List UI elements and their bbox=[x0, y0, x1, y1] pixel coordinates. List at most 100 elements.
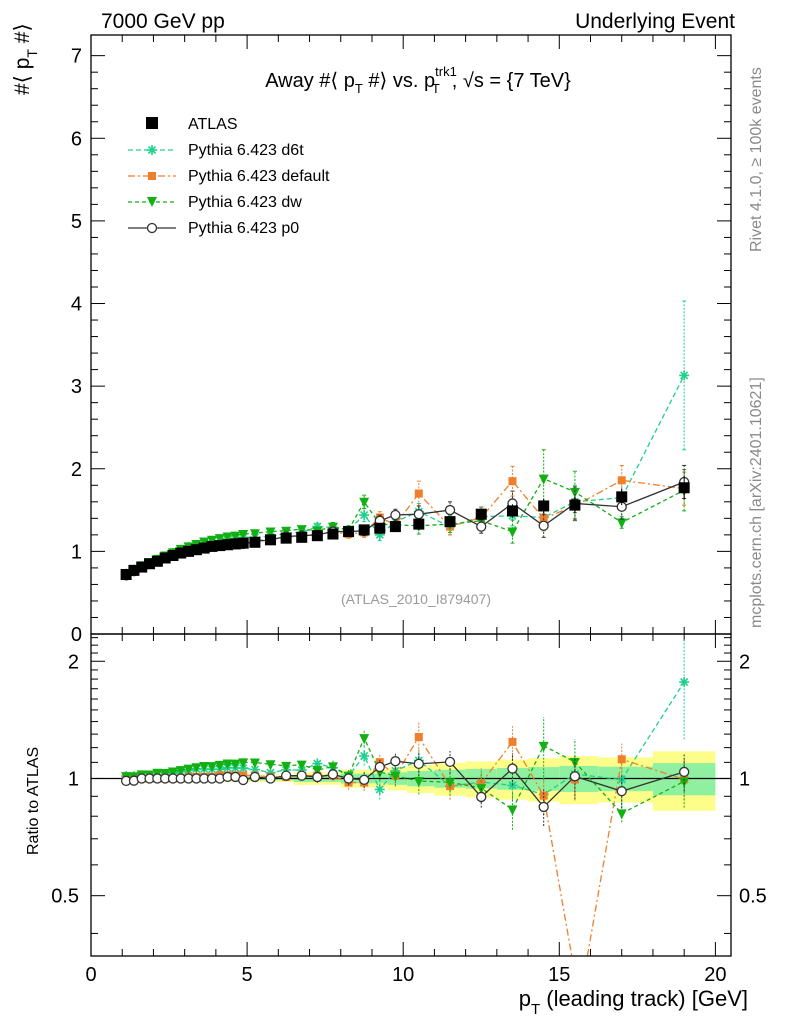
ratio-point bbox=[538, 741, 549, 752]
legend-marker-dw bbox=[147, 197, 157, 207]
ratio-y-tick-label: 2 bbox=[68, 651, 79, 673]
ratio-point bbox=[444, 756, 456, 768]
ratio-point bbox=[265, 760, 276, 771]
data-point bbox=[249, 529, 260, 540]
data-point bbox=[238, 530, 249, 541]
data-point bbox=[229, 538, 241, 550]
ratio-point bbox=[206, 762, 217, 773]
x-tick-label: 0 bbox=[85, 964, 96, 986]
data-point bbox=[128, 564, 140, 576]
ratio-point bbox=[296, 770, 307, 781]
data-point bbox=[175, 547, 187, 559]
ratio-point bbox=[312, 771, 323, 783]
mcplots-label: mcplots.cern.ch [arXiv:2401.10621] bbox=[748, 377, 765, 628]
ratio-point bbox=[413, 758, 424, 770]
ratio-point bbox=[477, 779, 486, 788]
ratio-point bbox=[280, 770, 292, 781]
ratio-y-tick-label-right: 0.5 bbox=[739, 886, 767, 908]
rivet-version-label: Rivet 4.1.0, ≥ 100k events bbox=[748, 67, 765, 252]
ratio-point bbox=[539, 791, 548, 800]
ratio-y-tick-label-right: 1 bbox=[739, 768, 750, 790]
ratio-point bbox=[569, 771, 581, 782]
ratio-point bbox=[390, 771, 401, 782]
data-point bbox=[183, 545, 195, 557]
data-point bbox=[120, 569, 132, 581]
data-point bbox=[414, 489, 423, 498]
ratio-point bbox=[296, 760, 307, 771]
title-part-6: , √s = {7 TeV} bbox=[452, 70, 571, 92]
data-point bbox=[538, 474, 549, 485]
ratio-point bbox=[413, 777, 424, 788]
y-tick-label: 0 bbox=[71, 624, 82, 646]
x-axis-label: pT (leading track) [GeV] bbox=[519, 986, 748, 1018]
legend-marker-default bbox=[148, 172, 156, 180]
legend-marker-p0 bbox=[146, 222, 158, 234]
ratio-point bbox=[214, 760, 225, 771]
ratio-point bbox=[679, 677, 690, 688]
ratio-point bbox=[238, 774, 249, 786]
data-point bbox=[569, 487, 580, 498]
ratio-point bbox=[616, 809, 627, 820]
legend-label-dw: Pythia 6.423 dw bbox=[188, 194, 302, 211]
data-point bbox=[359, 510, 370, 521]
data-point bbox=[206, 535, 217, 546]
title-sup-trk1: trk1 bbox=[435, 64, 457, 79]
x-tick-label: 15 bbox=[548, 964, 570, 986]
series-pythia-6-423-d6t bbox=[121, 300, 690, 579]
ratio-point bbox=[238, 758, 249, 769]
data-point bbox=[206, 540, 218, 552]
data-point bbox=[214, 534, 225, 545]
legend-marker-d6t bbox=[147, 145, 157, 155]
data-point bbox=[359, 497, 370, 508]
y-axis-label: #⟨ pT #⟩ bbox=[11, 23, 40, 95]
ratio-line-out-of-range bbox=[543, 795, 573, 957]
ratio-point bbox=[617, 755, 626, 764]
ratio-y-tick-label: 0.5 bbox=[51, 886, 79, 908]
title-sub-t2: T bbox=[432, 81, 440, 96]
ratio-point bbox=[445, 778, 456, 789]
data-point bbox=[144, 558, 156, 570]
legend-label-d6t: Pythia 6.423 d6t bbox=[188, 142, 304, 159]
ratio-point bbox=[359, 734, 370, 745]
y-tick-label: 5 bbox=[71, 211, 82, 233]
series-atlas bbox=[120, 476, 690, 581]
x-tick-label: 5 bbox=[242, 964, 253, 986]
y-tick-label: 1 bbox=[71, 541, 82, 563]
y-tick-label: 2 bbox=[71, 459, 82, 481]
ratio-point bbox=[312, 766, 323, 777]
ratio-point bbox=[249, 764, 260, 775]
data-point bbox=[413, 518, 425, 530]
data-point bbox=[343, 526, 355, 538]
xlabel-part-1: p bbox=[519, 986, 531, 1011]
data-point bbox=[413, 509, 424, 520]
ratio-point bbox=[538, 801, 549, 813]
data-point bbox=[374, 529, 385, 540]
data-point bbox=[198, 542, 210, 554]
ratio-y-tick-label-right: 2 bbox=[739, 651, 750, 673]
data-point bbox=[476, 521, 487, 532]
data-point bbox=[311, 530, 323, 542]
data-point bbox=[444, 516, 456, 528]
data-point bbox=[190, 544, 202, 556]
data-point bbox=[237, 537, 249, 549]
data-point bbox=[222, 532, 233, 543]
data-point bbox=[214, 540, 226, 552]
xlabel-sub: T bbox=[531, 1001, 540, 1018]
data-point bbox=[679, 370, 690, 381]
data-point bbox=[280, 532, 292, 544]
ratio-point bbox=[507, 763, 518, 774]
analysis-tag: (ATLAS_2010_I879407) bbox=[341, 591, 491, 607]
data-point bbox=[327, 528, 339, 540]
data-point bbox=[374, 522, 386, 534]
data-point bbox=[616, 491, 628, 503]
series-line bbox=[125, 481, 685, 576]
ratio-point bbox=[508, 737, 517, 746]
data-point bbox=[508, 477, 517, 486]
chart-marks bbox=[120, 300, 690, 957]
data-point bbox=[538, 500, 550, 512]
data-point bbox=[136, 561, 148, 573]
ratio-point bbox=[374, 761, 385, 773]
data-point bbox=[151, 555, 163, 567]
data-point bbox=[230, 531, 241, 542]
ratio-point bbox=[281, 761, 292, 772]
